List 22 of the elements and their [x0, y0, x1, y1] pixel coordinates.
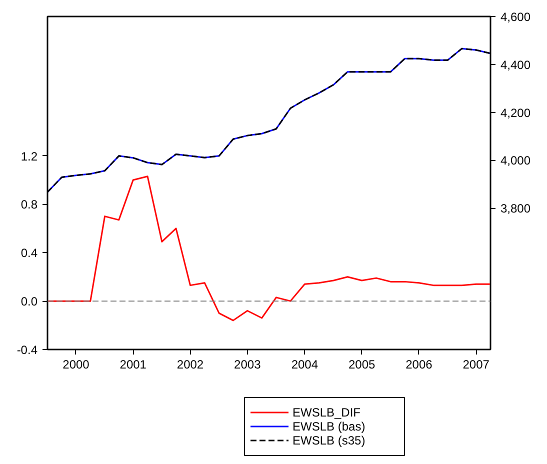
y2-tick-label: 4,400: [500, 58, 531, 72]
y-tick-label: 0.4: [20, 246, 38, 260]
x-tick-label: 2000: [62, 358, 90, 372]
x-tick-label: 2007: [462, 358, 490, 372]
y-tick-label: -0.4: [16, 343, 38, 357]
x-tick-label: 2003: [234, 358, 262, 372]
y2-tick-label: 3,800: [500, 202, 531, 216]
y-tick-label: 1.2: [20, 149, 38, 164]
legend-label: EWSLB_DIF: [292, 406, 361, 420]
x-tick-label: 2006: [406, 358, 433, 372]
y2-tick-label: 4,200: [500, 106, 531, 120]
y2-tick-label: 4,000: [500, 154, 531, 168]
y-tick-label: 0.8: [20, 198, 38, 212]
legend-label: EWSLB (bas): [292, 420, 366, 434]
legend-label: EWSLB (s35): [292, 434, 366, 448]
x-tick-label: 2005: [348, 358, 376, 372]
x-tick-label: 2001: [120, 358, 147, 372]
line-series: [48, 176, 490, 322]
x-tick-label: 2002: [176, 358, 204, 372]
y2-tick-label: 4,600: [500, 10, 531, 24]
y-tick-label: 0.0: [20, 294, 38, 309]
x-tick-label: 2004: [291, 358, 318, 372]
